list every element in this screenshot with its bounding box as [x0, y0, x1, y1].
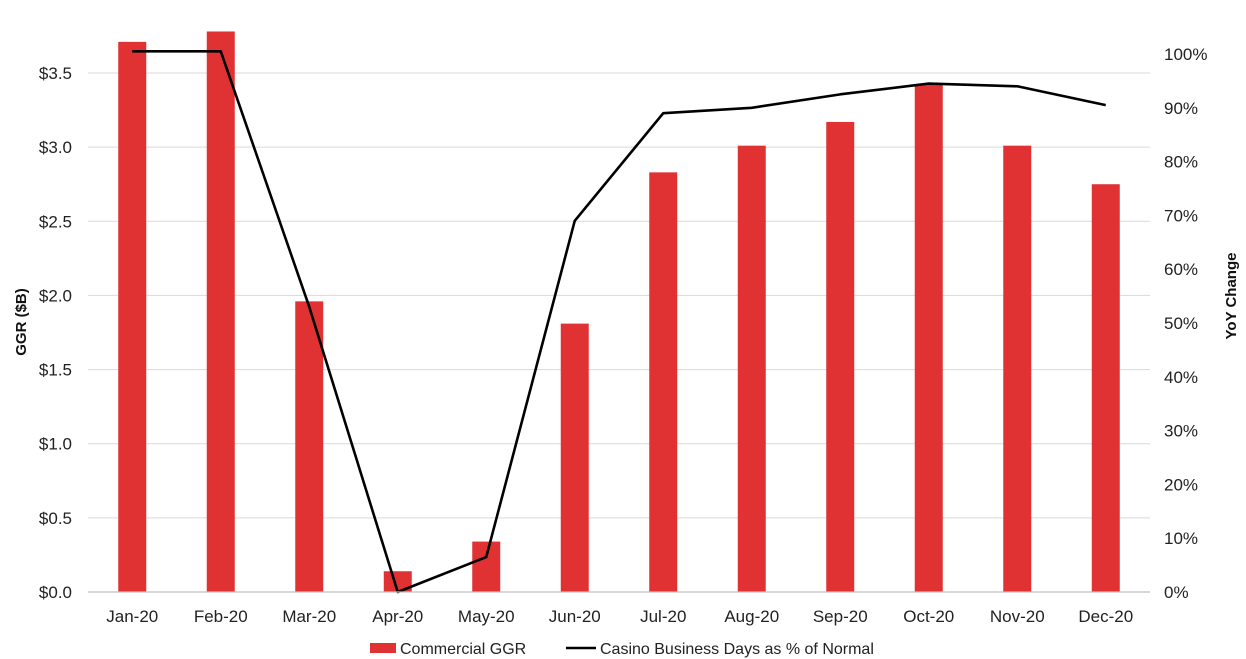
bar-series: [118, 31, 1120, 593]
legend-label-line: Casino Business Days as % of Normal: [600, 641, 874, 658]
y-tick-label: $2.0: [39, 286, 72, 305]
bar: [826, 121, 855, 592]
legend: Commercial GGR Casino Business Days as %…: [370, 641, 874, 658]
y2-tick-label: 50%: [1164, 314, 1198, 333]
y-tick-label: $3.5: [39, 64, 72, 83]
bar: [737, 145, 766, 592]
y-axis-title: GGR ($B): [13, 288, 30, 356]
x-tick-label: Aug-20: [724, 607, 779, 626]
y2-tick-label: 20%: [1164, 475, 1198, 494]
y-tick-label: $3.0: [39, 138, 72, 157]
y-tick-label: $1.0: [39, 435, 72, 454]
line-series: [132, 50, 1107, 594]
bar: [914, 84, 943, 592]
legend-swatch-bar: [370, 643, 396, 653]
y2-tick-label: 80%: [1164, 153, 1198, 172]
gridlines: [88, 72, 1150, 519]
x-tick-label: Jun-20: [549, 607, 601, 626]
legend-label-bar: Commercial GGR: [400, 641, 526, 658]
x-tick-label: Dec-20: [1078, 607, 1133, 626]
y2-tick-label: 60%: [1164, 260, 1198, 279]
bar: [560, 323, 589, 592]
bar: [295, 301, 324, 592]
bar: [206, 31, 235, 593]
y2-tick-label: 90%: [1164, 99, 1198, 118]
x-tick-label: Jan-20: [106, 607, 158, 626]
y-tick-label: $1.5: [39, 361, 72, 380]
x-tick-label: Mar-20: [282, 607, 336, 626]
y-tick-label: $0.5: [39, 509, 72, 528]
x-tick-label: Apr-20: [372, 607, 423, 626]
axes: $0.0 $0.5 $1.0 $1.5 $2.0 $2.5 $3.0 $3.5 0% 10% 20%…: [39, 45, 1208, 626]
y2-tick-label: 100%: [1164, 45, 1207, 64]
y2-axis-title: YoY Change: [1223, 253, 1240, 340]
x-tick-label: Nov-20: [990, 607, 1045, 626]
y2-tick-label: 0%: [1164, 583, 1189, 602]
x-tick-label: Jul-20: [640, 607, 686, 626]
bar: [383, 571, 412, 592]
y2-tick-label: 10%: [1164, 529, 1198, 548]
bar: [1091, 184, 1120, 592]
bar: [1003, 145, 1032, 592]
x-tick-label: Feb-20: [194, 607, 248, 626]
bar: [118, 41, 147, 593]
y2-tick-label: 30%: [1164, 422, 1198, 441]
x-tick-label: Oct-20: [903, 607, 954, 626]
y2-tick-label: 70%: [1164, 206, 1198, 225]
bar: [472, 541, 501, 592]
bar: [649, 172, 678, 592]
y-tick-label: $0.0: [39, 583, 72, 602]
series-line: [132, 50, 1107, 594]
y2-tick-label: 40%: [1164, 368, 1198, 387]
y-tick-label: $2.5: [39, 212, 72, 231]
x-tick-label: Sep-20: [813, 607, 868, 626]
x-tick-label: May-20: [458, 607, 515, 626]
